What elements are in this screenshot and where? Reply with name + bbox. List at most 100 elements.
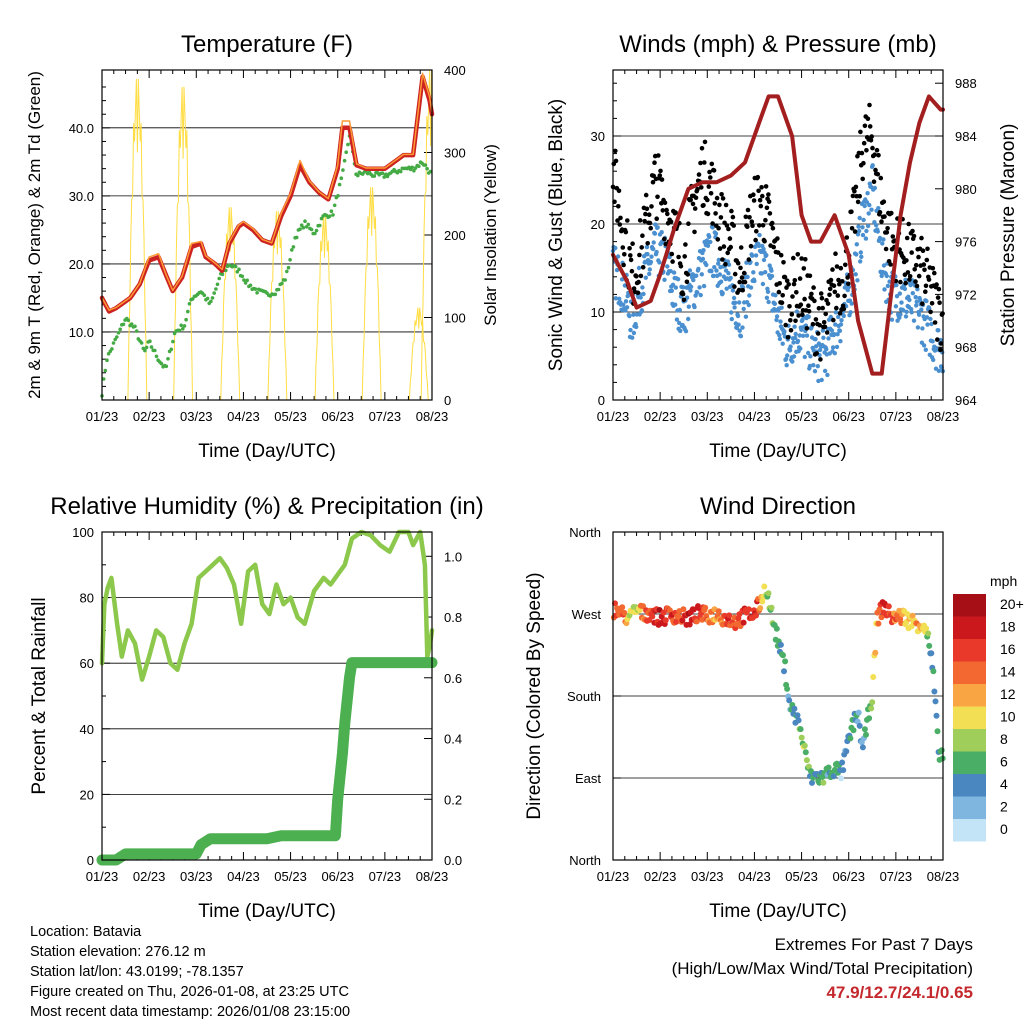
wind-gust-point <box>935 337 940 342</box>
solar-insolation-peak <box>314 215 335 401</box>
direction-point <box>885 603 892 610</box>
wind-speed-point <box>769 273 775 279</box>
x-tick-label: 01/23 <box>86 409 119 424</box>
wind-gust-point <box>793 318 798 324</box>
dewpoint-point <box>341 168 345 172</box>
wind-speed-point <box>824 347 829 352</box>
wind-speed-point <box>707 234 712 239</box>
dewpoint-point <box>153 348 157 353</box>
wind-speed-point <box>821 335 826 340</box>
wind-speed-point <box>863 236 869 241</box>
wind-speed-point <box>764 253 769 258</box>
wind-speed-point <box>893 304 899 309</box>
wind-speed-point <box>674 317 680 322</box>
wind-gust-point <box>804 326 810 331</box>
direction-point <box>715 608 722 615</box>
wind-speed-point <box>808 354 813 359</box>
wind-speed-point <box>782 329 787 334</box>
direction-point <box>765 590 772 597</box>
wind-speed-point <box>638 295 643 300</box>
solar-insolation-peak <box>220 207 241 401</box>
direction-point <box>782 658 789 665</box>
wind-speed-point <box>901 308 906 313</box>
info-latlon: Station lat/lon: 43.0199; -78.1357 <box>30 964 244 980</box>
wind-gust-point <box>938 347 943 353</box>
wind-speed-point <box>857 215 862 221</box>
dewpoint-point <box>139 341 144 345</box>
wind-speed-point <box>651 246 656 252</box>
wind-gust-point <box>637 218 643 223</box>
plot-frame <box>101 531 433 861</box>
y2-tick-label: 300 <box>444 146 466 161</box>
wind-gust-point <box>688 197 693 203</box>
wind-gust-point <box>875 171 881 177</box>
wind-gust-point <box>749 219 755 224</box>
wind-gust-point <box>764 205 770 211</box>
wind-gust-point <box>644 206 650 212</box>
direction-point <box>693 618 700 625</box>
solar-insolation-peak <box>361 187 382 401</box>
wind-speed-point <box>904 309 909 314</box>
legend-label: 6 <box>1000 754 1008 770</box>
wind-gust-point <box>756 188 761 194</box>
wind-gust-point <box>807 273 813 279</box>
wind-speed-point <box>907 297 912 303</box>
dewpoint-point <box>212 291 216 295</box>
wind-gust-point <box>681 297 687 303</box>
wind-speed-point <box>777 333 782 338</box>
wind-speed-point <box>680 285 686 290</box>
wind-speed-point <box>688 284 694 289</box>
legend-label: 2 <box>1000 799 1008 815</box>
x-tick-label: 08/23 <box>416 869 449 884</box>
y2-tick-label: 100 <box>444 311 466 326</box>
wind-gust-point <box>921 262 927 267</box>
wind-speed-point <box>914 303 919 308</box>
wind-gust-point <box>622 252 627 257</box>
wind-speed-point <box>817 347 823 353</box>
y2-axis-label: Solar Insolation (Yellow) <box>481 144 500 326</box>
wind-gust-point <box>717 246 723 251</box>
wind-gust-point <box>730 214 736 220</box>
direction-point <box>825 764 832 771</box>
wind-gust-point <box>810 321 816 327</box>
dewpoint-point <box>319 216 324 221</box>
wind-gust-point <box>750 223 755 228</box>
wind-gust-point <box>926 277 932 282</box>
wind-speed-point <box>854 242 859 247</box>
wind-gust-point <box>751 192 756 197</box>
wind-gust-point <box>881 199 887 204</box>
wind-speed-point <box>709 269 714 274</box>
direction-point <box>839 759 846 766</box>
y2-tick-label: 0.8 <box>444 610 462 625</box>
wind-speed-point <box>815 364 820 369</box>
y-tick-label: 100 <box>72 525 94 540</box>
y2-tick-label: 980 <box>955 182 977 197</box>
wind-speed-point <box>647 271 652 277</box>
wind-speed-point <box>848 310 853 315</box>
wind-speed-point <box>671 270 677 275</box>
wind-speed-point <box>832 351 837 356</box>
wind-speed-point <box>614 267 620 273</box>
wind-gust-point <box>806 309 812 314</box>
wind-speed-point <box>673 285 678 290</box>
wind-speed-point <box>858 250 863 255</box>
wind-speed-point <box>834 344 840 350</box>
dewpoint-point <box>217 276 221 281</box>
wind-gust-point <box>784 285 789 290</box>
wind-speed-point <box>728 275 733 281</box>
wind-speed-point <box>925 322 930 327</box>
wind-gust-point <box>876 152 881 158</box>
wind-speed-point <box>910 291 915 296</box>
wind-speed-point <box>830 345 836 350</box>
wind-speed-point <box>740 325 745 330</box>
wind-gust-point <box>783 322 788 328</box>
x-axis-label: Time (Day/UTC) <box>198 901 336 922</box>
wind-gust-point <box>648 225 653 231</box>
wind-speed-point <box>791 354 797 359</box>
dewpoint-point <box>101 377 106 381</box>
wind-gust-point <box>828 277 834 283</box>
info-location: Location: Batavia <box>30 924 142 940</box>
wind-speed-point <box>918 298 923 303</box>
y2-tick-label: 0.2 <box>444 792 462 807</box>
wind-gust-point <box>913 279 918 284</box>
